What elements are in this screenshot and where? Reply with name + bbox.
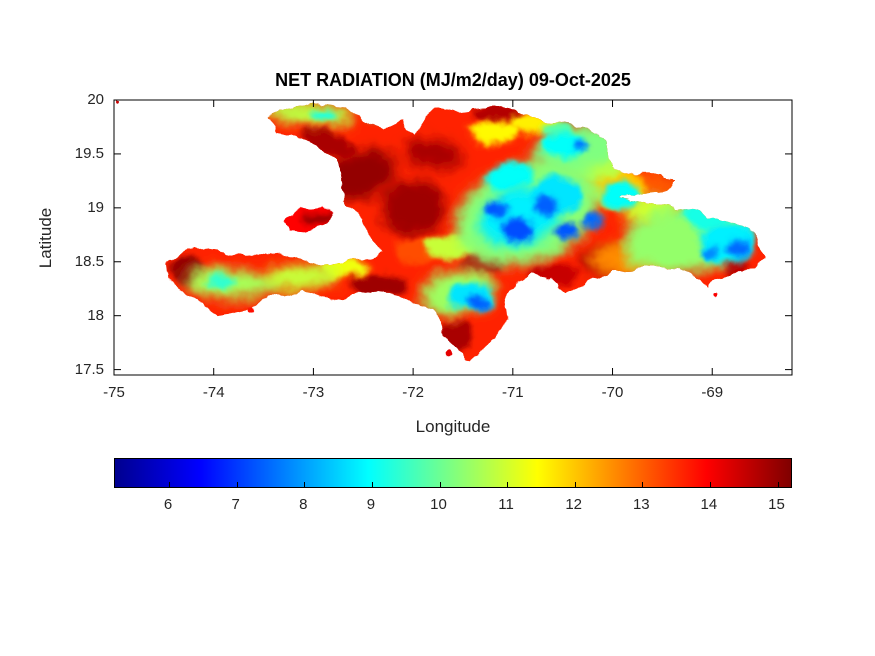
x-tick-label: -71 — [501, 384, 524, 401]
y-tick-label: 20 — [87, 91, 104, 108]
colorbar-tick-label: 6 — [163, 496, 173, 513]
colorbar-tick-label: 12 — [565, 496, 583, 513]
colorbar-tick-label: 7 — [231, 496, 240, 513]
colorbar-tick — [439, 482, 441, 487]
colorbar-tick — [642, 482, 644, 487]
x-tick-label: -72 — [402, 384, 424, 401]
colorbar-tick — [507, 482, 509, 487]
y-axis-label: Latitude — [36, 207, 55, 269]
x-tick-label: -70 — [601, 384, 624, 401]
colorbar-tick — [371, 482, 373, 487]
y-tick-label: 18 — [87, 306, 104, 324]
y-tick-label: 18.5 — [74, 252, 104, 270]
colorbar-tick-label: 11 — [498, 496, 514, 513]
hispaniola-heatmap — [115, 101, 767, 361]
x-tick-label: -75 — [103, 384, 125, 401]
colorbar-tick — [236, 482, 238, 487]
x-axis-label: Longitude — [415, 417, 491, 436]
colorbar-tick — [777, 482, 779, 487]
colorbar-tick-label: 15 — [768, 496, 785, 513]
y-tick-label: 17.5 — [74, 360, 104, 378]
y-tick-label: 19 — [87, 198, 104, 216]
axes-box — [113, 99, 793, 376]
islet — [246, 304, 254, 312]
x-tick-label: -73 — [302, 384, 325, 401]
colorbar-tick-label: 9 — [366, 496, 376, 513]
colorbar — [114, 458, 792, 488]
colorbar-tick — [169, 482, 171, 487]
islet — [115, 101, 120, 106]
x-tick-label: -69 — [701, 384, 724, 401]
islet — [447, 352, 453, 359]
x-tick-label: -74 — [202, 384, 225, 401]
colorbar-tick — [574, 482, 576, 487]
colorbar-tick-label: 10 — [430, 496, 447, 513]
colorbar-tick — [709, 482, 711, 487]
colorbar-tick-label: 8 — [299, 496, 308, 513]
colorbar-tick-label: 14 — [700, 496, 718, 513]
colorbar-tick-label: 13 — [632, 496, 650, 513]
figure-title: NET RADIATION (MJ/m2/day) 09-Oct-2025 — [275, 70, 631, 90]
islet — [711, 294, 717, 300]
y-tick-label: 19.5 — [74, 144, 104, 162]
colorbar-tick — [304, 482, 306, 487]
